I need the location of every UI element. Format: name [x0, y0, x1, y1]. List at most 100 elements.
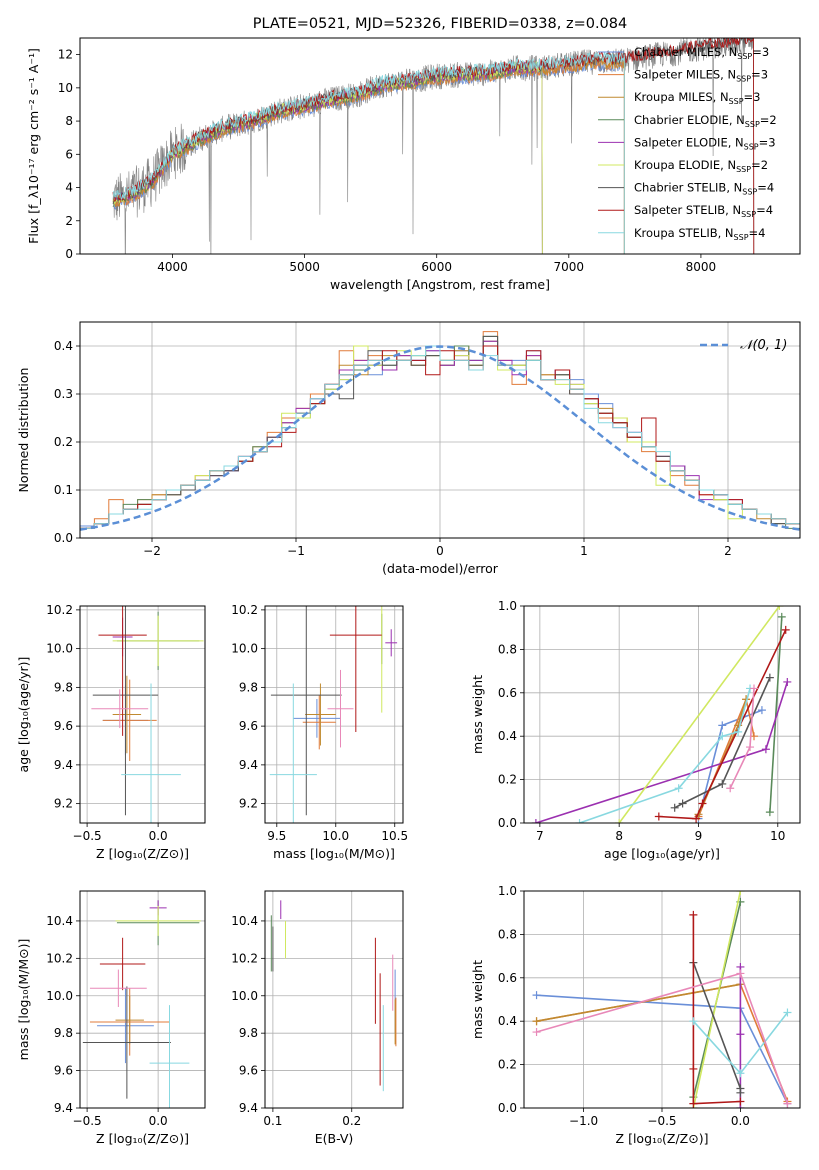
weight-marker — [531, 819, 540, 823]
x-tick-label: −1.0 — [569, 1114, 598, 1128]
y-tick-label: 1.0 — [498, 884, 517, 898]
y-tick-label: 10.2 — [231, 951, 258, 965]
y-tick-label: 10.0 — [46, 642, 73, 656]
model-fit-line — [112, 51, 625, 254]
weight-marker — [736, 1030, 745, 1039]
y-tick-label: 0.8 — [498, 642, 517, 656]
observed-spectrum — [112, 38, 754, 254]
legend-text: Salpeter MILES, N — [634, 68, 736, 82]
x-axis-label: age [log₁₀(age/yr)] — [604, 846, 720, 861]
x-tick-label: 2 — [724, 544, 732, 558]
y-tick-label: 9.8 — [239, 680, 258, 694]
x-tick-label: 8000 — [686, 260, 717, 274]
errorbar-plot-z_mass — [82, 900, 201, 1108]
x-tick-label: −0.5 — [647, 1114, 676, 1128]
x-tick-label: 0 — [436, 544, 444, 558]
errorbar-plot-ebv_mass — [270, 900, 397, 1092]
x-tick-label: 9.5 — [267, 829, 286, 843]
legend-subscript: SSP — [742, 188, 757, 197]
legend-text: Kroupa ELODIE, N — [634, 158, 736, 172]
axes-z_mass — [80, 891, 205, 1109]
y-tick-label: 10.2 — [231, 603, 258, 617]
axes-frame — [264, 890, 404, 1109]
weight-marker — [765, 808, 774, 817]
legend-entry: Salpeter ELODIE, NSSP=3 — [634, 135, 776, 151]
frame-z_weight: −1.0 −0.5 0.0 0.0 0.2 0.4 0.6 0.8 1.0 Z [log₁₀(Z/… — [470, 884, 801, 1146]
x-tick-label: 4000 — [157, 260, 188, 274]
weight-marker — [575, 819, 584, 823]
x-tick-label: 9 — [695, 829, 703, 843]
y-tick-label: 0 — [65, 247, 73, 261]
weight-marker — [698, 799, 707, 808]
y-tick-label: 0.0 — [498, 816, 517, 830]
weight-marker — [674, 784, 683, 793]
legend-subscript: SSP — [734, 233, 749, 242]
weight-marker — [775, 606, 784, 610]
legend-text: Salpeter STELIB, N — [634, 203, 741, 217]
line-plot-age_weight — [531, 606, 792, 823]
frame-spectrum: 4000 5000 6000 7000 8000 0 2 4 6 8 10 12 wavelength … — [26, 37, 801, 292]
legend-entry: 𝒩(0, 1) — [740, 338, 787, 353]
weight-marker — [761, 745, 770, 754]
legend-text: Kroupa MILES, N — [634, 90, 729, 104]
weight-marker — [783, 1008, 792, 1017]
x-tick-label: 6000 — [421, 260, 452, 274]
x-tick-label: 0.0 — [149, 829, 168, 843]
y-tick-label: 10.0 — [46, 989, 73, 1003]
y-tick-label: 9.6 — [54, 1064, 73, 1078]
weight-marker — [532, 991, 541, 1000]
weight-marker — [654, 812, 663, 821]
legend-entry: Kroupa MILES, NSSP=3 — [634, 90, 760, 106]
x-tick-label: 7000 — [554, 260, 585, 274]
y-axis-label: mass [log₁₀(M/M⊙)] — [16, 939, 31, 1061]
legend-subscript: SSP — [736, 75, 751, 84]
y-axis-label: mass weight — [470, 675, 485, 754]
weight-marker — [765, 673, 774, 682]
x-axis-label: wavelength [Angstrom, rest frame] — [330, 277, 550, 292]
weight-series-line — [769, 616, 783, 813]
y-tick-label: 4 — [65, 181, 73, 195]
y-tick-label: 9.4 — [239, 758, 258, 772]
x-tick-label: 10.0 — [322, 829, 349, 843]
y-tick-label: 0.6 — [498, 686, 517, 700]
x-tick-label: 0.1 — [263, 1114, 282, 1128]
legend-entry: Kroupa STELIB, NSSP=4 — [634, 226, 765, 242]
legend-text: Kroupa STELIB, N — [634, 226, 734, 240]
weight-marker — [718, 732, 727, 741]
weight-marker — [670, 803, 679, 812]
y-axis-label: age [log₁₀(age/yr)] — [16, 657, 31, 773]
weight-marker — [726, 784, 735, 793]
y-tick-label: 9.2 — [239, 797, 258, 811]
weight-marker — [736, 1069, 745, 1078]
legend-text: =4 — [749, 226, 766, 240]
legend-entry: Chabrier MILES, NSSP=3 — [634, 45, 769, 61]
weight-series-line — [692, 891, 742, 1108]
x-tick-label: −0.5 — [73, 1114, 102, 1128]
frame-mass_age: 9.5 10.0 10.5 9.2 9.4 9.6 9.8 10.0 10.2 mass [log… — [231, 603, 408, 861]
y-axis-label: mass weight — [470, 960, 485, 1039]
weight-series-line — [535, 681, 789, 823]
weight-marker — [783, 1099, 792, 1108]
weight-marker — [692, 814, 701, 823]
histogram-series — [80, 345, 800, 538]
errorbar-plot-mass_age — [269, 606, 398, 823]
weight-marker — [736, 1088, 745, 1097]
frame-ebv_mass: 0.1 0.2 9.4 9.6 9.8 10.0 10.2 10.4 E(B-V) — [231, 890, 404, 1146]
legend-subscript: SSP — [729, 97, 744, 106]
weight-marker — [736, 969, 745, 978]
y-tick-label: 9.6 — [239, 719, 258, 733]
errorbar-plot-z_age — [91, 606, 204, 823]
y-tick-label: 0.8 — [498, 927, 517, 941]
legend-text: =3 — [751, 68, 768, 82]
legend-entry: Salpeter STELIB, NSSP=4 — [634, 203, 773, 219]
y-tick-label: 0.4 — [498, 1014, 517, 1028]
weight-marker — [689, 1064, 698, 1073]
histogram-plot — [80, 331, 800, 538]
frame-z_mass: −0.5 0.0 9.4 9.6 9.8 10.0 10.2 10.4 Z [log₁₀(Z/Z… — [16, 890, 206, 1146]
legend-subscript: SSP — [744, 142, 759, 151]
x-tick-label: 8 — [615, 829, 623, 843]
legend-text: =4 — [756, 203, 773, 217]
frame-residuals: −2 −1 0 1 2 0.0 0.1 0.2 0.3 0.4 (data-model)/error… — [16, 321, 801, 576]
x-axis-label: E(B-V) — [315, 1131, 354, 1146]
y-tick-label: 9.4 — [54, 758, 73, 772]
